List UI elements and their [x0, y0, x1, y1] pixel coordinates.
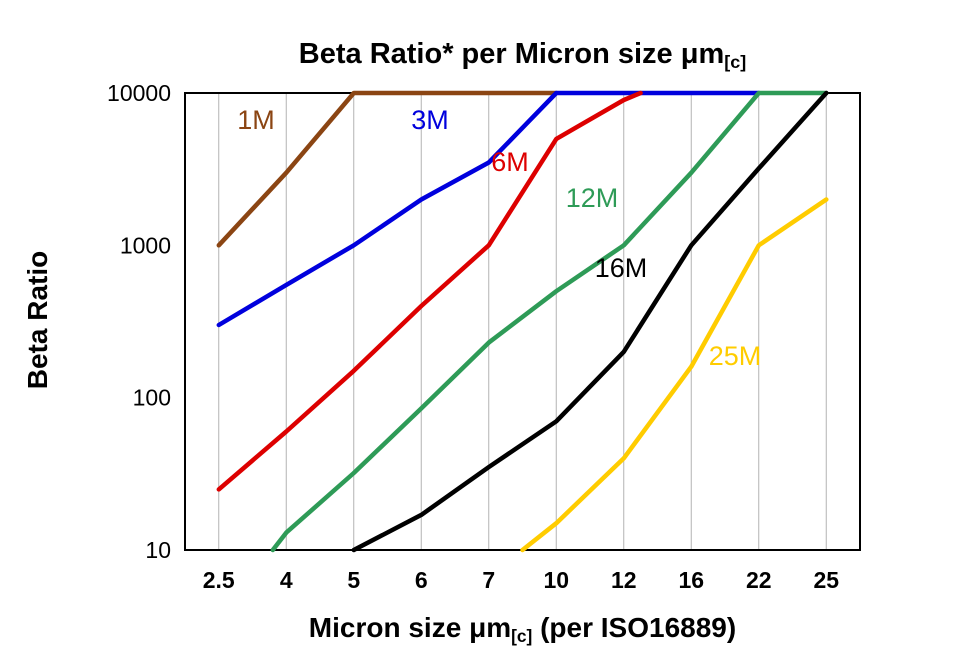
series-label-25M: 25M	[709, 341, 762, 371]
x-tick-label-25: 25	[813, 567, 839, 593]
series-label-1M: 1M	[237, 105, 275, 135]
series-label-16M: 16M	[595, 253, 648, 283]
series-line-16M	[351, 90, 829, 553]
y-tick-label-100: 100	[133, 385, 171, 411]
x-tick-label-22: 22	[746, 567, 772, 593]
series-line-25M	[520, 197, 829, 553]
x-tick-label-5: 5	[347, 567, 360, 593]
x-axis-title-post: (per ISO16889)	[532, 612, 737, 643]
series-line-6M	[216, 90, 643, 492]
x-tick-label-10: 10	[543, 567, 569, 593]
chart-title-subscript: [c]	[724, 52, 747, 73]
series-line-3M	[216, 90, 762, 328]
x-axis-title-subscript: [c]	[511, 625, 533, 646]
series-label-3M: 3M	[411, 105, 449, 135]
x-tick-label-12: 12	[611, 567, 637, 593]
chart-title-unit: μm	[680, 38, 725, 70]
x-axis-title: Micron size μm[c] (per ISO16889)	[185, 612, 860, 647]
x-axis-title-text: Micron size	[308, 612, 470, 643]
series-label-12M: 12M	[566, 183, 619, 213]
y-tick-label-10000: 10000	[107, 80, 171, 106]
x-tick-label-2.5: 2.5	[203, 567, 235, 593]
y-tick-label-1000: 1000	[120, 232, 171, 258]
x-axis-title-unit: μm	[469, 612, 512, 643]
series-line-1M	[216, 90, 559, 248]
x-tick-label-16: 16	[678, 567, 704, 593]
series-line-12M	[270, 90, 829, 553]
x-tick-label-4: 4	[280, 567, 293, 593]
y-tick-label-10: 10	[145, 537, 171, 563]
chart-title-text: Beta Ratio* per Micron size	[298, 38, 681, 70]
series-label-6M: 6M	[491, 147, 529, 177]
x-tick-label-7: 7	[482, 567, 495, 593]
x-tick-label-6: 6	[415, 567, 428, 593]
chart-title: Beta Ratio* per Micron size μm[c]	[185, 38, 860, 73]
